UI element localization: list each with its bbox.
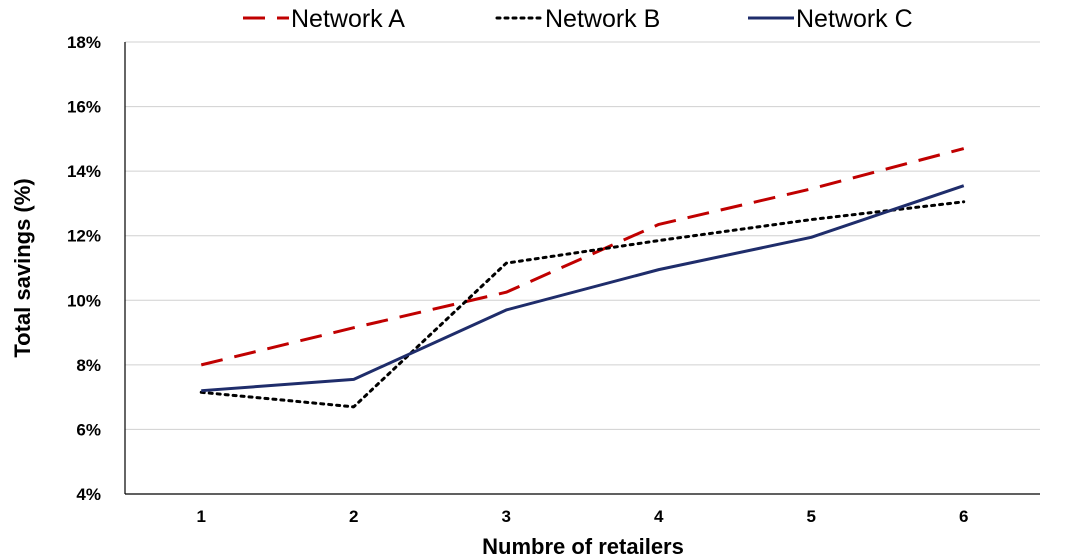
series-line-network-a <box>200 147 965 367</box>
y-tick-label: 10% <box>67 291 101 310</box>
gridlines <box>125 41 1040 495</box>
tick-labels: 4% 6% 8% 10% 12% 14% 16% 18% 1 2 3 4 5 6 <box>67 33 969 526</box>
y-tick-label: 14% <box>67 162 101 181</box>
series-line-network-c <box>201 184 965 393</box>
legend-label-network-a: Network A <box>291 5 405 33</box>
legend: Network A Network B Network C <box>243 5 913 33</box>
x-tick-label: 4 <box>654 507 664 526</box>
x-tick-label: 2 <box>349 507 358 526</box>
y-axis-title: Total savings (%) <box>10 178 35 357</box>
series-lines <box>199 147 966 409</box>
series-line-network-b <box>199 200 966 409</box>
axes <box>124 42 1040 495</box>
legend-label-network-c: Network C <box>796 5 913 33</box>
x-axis-title: Numbre of retailers <box>482 534 684 559</box>
x-tick-label: 5 <box>807 507 816 526</box>
y-tick-label: 16% <box>67 98 101 117</box>
y-tick-label: 4% <box>76 485 101 504</box>
x-tick-label: 6 <box>959 507 968 526</box>
y-tick-label: 6% <box>76 420 101 439</box>
legend-label-network-b: Network B <box>545 5 660 33</box>
x-tick-label: 1 <box>197 507 206 526</box>
y-tick-label: 12% <box>67 227 101 246</box>
y-tick-label: 18% <box>67 33 101 52</box>
x-tick-label: 3 <box>502 507 511 526</box>
y-tick-label: 8% <box>76 356 101 375</box>
